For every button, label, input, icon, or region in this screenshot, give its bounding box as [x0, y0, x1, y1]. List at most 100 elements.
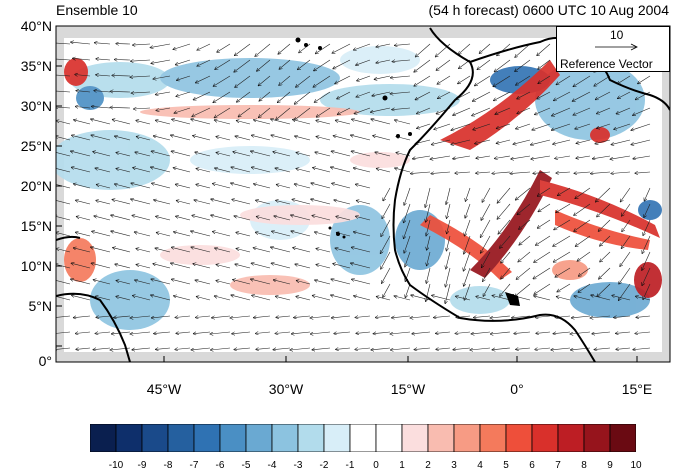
wind-vector	[436, 332, 451, 333]
wind-vector	[427, 251, 431, 266]
wind-vector	[133, 168, 151, 173]
wind-vector	[479, 43, 491, 53]
wind-vector	[333, 264, 351, 269]
wind-vector	[446, 187, 451, 204]
wind-vector	[633, 155, 651, 159]
wind-vector	[336, 216, 351, 221]
wind-vector	[417, 123, 431, 128]
wind-vector	[95, 296, 111, 301]
wind-vector	[494, 59, 511, 72]
wind-vector	[593, 155, 611, 159]
wind-vector	[635, 332, 651, 334]
wind-vector	[252, 295, 271, 301]
wind-vector	[427, 235, 431, 250]
wind-vector	[115, 136, 131, 141]
wind-vector	[412, 331, 431, 334]
wind-vector	[196, 169, 211, 173]
wind-vector	[294, 107, 311, 120]
wind-vector	[154, 200, 171, 205]
wind-vector	[273, 152, 291, 157]
wind-vector	[316, 107, 331, 117]
wind-vector	[236, 249, 251, 253]
wind-vector	[335, 248, 351, 253]
wind-vector	[238, 107, 251, 117]
wind-vector	[151, 59, 171, 63]
wind-vector	[456, 296, 471, 301]
colorbar-label: 2	[425, 460, 431, 471]
wind-vector	[395, 44, 411, 45]
wind-vector	[334, 332, 351, 334]
wind-vector	[465, 203, 471, 218]
wind-vector	[156, 216, 171, 221]
wind-vector	[216, 281, 231, 285]
wind-vector	[437, 75, 451, 84]
wind-vector	[464, 267, 471, 286]
wind-vector	[574, 296, 591, 301]
wind-vector	[574, 172, 591, 173]
wind-vector	[71, 279, 91, 285]
wind-vector	[575, 187, 591, 199]
wind-vector	[621, 235, 631, 248]
wind-vector	[538, 59, 551, 69]
wind-vector	[193, 264, 211, 269]
wind-vector	[533, 172, 551, 173]
wind-vector	[597, 107, 611, 114]
wind-vector	[373, 136, 391, 141]
wind-vector	[296, 296, 311, 301]
wind-vector	[453, 348, 471, 350]
wind-vector	[595, 91, 611, 100]
wind-vector	[332, 315, 351, 318]
x-tick-label: 0°	[510, 381, 524, 397]
wind-vector	[116, 169, 131, 173]
colorbar-box	[453, 424, 481, 452]
wind-vector	[470, 347, 491, 350]
wind-vector	[633, 348, 651, 350]
wind-vector	[414, 75, 431, 86]
wind-vector	[611, 139, 631, 145]
wind-vector	[431, 139, 451, 145]
colorbar-label: 4	[477, 460, 483, 471]
wind-vector	[642, 251, 651, 270]
wind-vector	[373, 332, 391, 334]
wind-vector	[534, 251, 551, 262]
wind-vector	[56, 121, 71, 125]
wind-vector	[453, 107, 471, 115]
wind-vector	[56, 107, 71, 108]
wind-vector	[464, 219, 471, 236]
wind-vector	[390, 331, 411, 334]
wind-vector	[91, 135, 111, 141]
wind-vector	[56, 168, 71, 173]
wind-vector	[426, 203, 431, 222]
wind-vector	[233, 152, 251, 157]
wind-vector	[535, 348, 551, 350]
wind-vector	[92, 231, 111, 237]
wind-vector	[475, 139, 491, 144]
wind-vector	[490, 331, 511, 334]
wind-vector	[296, 169, 311, 173]
wind-vector	[153, 75, 171, 79]
wind-vector	[464, 235, 471, 254]
wind-vector	[351, 135, 371, 141]
wind-vector	[356, 184, 371, 189]
wind-vector	[256, 332, 271, 334]
wind-vector	[472, 107, 491, 116]
wind-vector	[73, 248, 91, 253]
tick-marks	[56, 25, 638, 362]
wind-vector	[56, 136, 71, 141]
wind-vector	[510, 172, 531, 174]
wind-vector	[56, 216, 71, 221]
wind-vector	[214, 107, 231, 118]
colorbar-box	[271, 424, 299, 452]
wind-vector	[175, 59, 191, 65]
wind-vector	[622, 203, 631, 216]
wind-vector	[471, 331, 491, 334]
wind-vector	[556, 75, 571, 85]
wind-vector	[447, 203, 451, 218]
wind-vector	[612, 295, 631, 301]
wind-vector	[622, 219, 631, 232]
colorbar-box	[90, 424, 117, 452]
wind-vector	[254, 316, 271, 318]
wind-vector	[175, 184, 191, 189]
wind-vector	[620, 187, 631, 202]
wind-vector	[192, 215, 211, 221]
